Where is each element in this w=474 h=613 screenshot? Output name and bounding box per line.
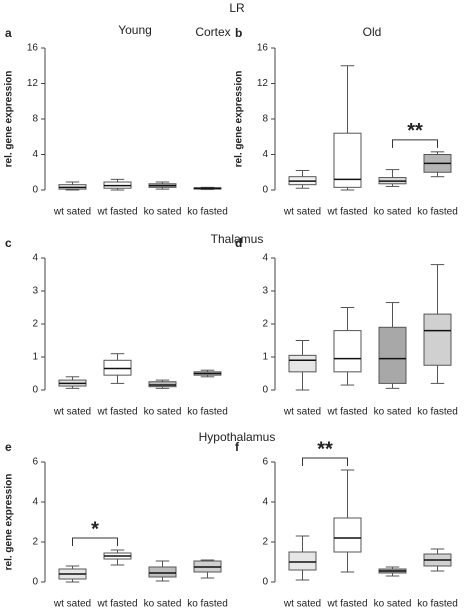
x-tick-label: wt sated: [53, 207, 91, 218]
box: [378, 326, 407, 384]
y-tick-label: 3: [262, 286, 268, 297]
y-tick-label: 0: [262, 577, 268, 588]
y-tick-label: 12: [27, 78, 39, 89]
x-tick-label: wt sated: [283, 599, 321, 608]
y-tick-label: 0: [32, 577, 38, 588]
y-tick-label: 0: [262, 385, 268, 396]
y-tick-label: 2: [262, 319, 268, 330]
x-tick-label: ko sated: [374, 407, 412, 418]
x-tick-label: ko sated: [144, 207, 182, 218]
box: [333, 132, 362, 188]
x-tick-label: wt fasted: [96, 599, 137, 608]
x-tick-label: wt fasted: [326, 207, 367, 218]
y-tick-label: 0: [262, 185, 268, 196]
x-tick-label: ko fasted: [417, 407, 458, 418]
x-tick-label: wt fasted: [96, 407, 137, 418]
row-label: Cortex: [195, 25, 230, 39]
y-tick-label: 1: [262, 352, 268, 363]
y-tick-label: 0: [32, 185, 38, 196]
y-tick-label: 6: [262, 457, 268, 468]
y-tick-label: 4: [262, 497, 268, 508]
x-tick-label: ko sated: [144, 599, 182, 608]
y-tick-label: 2: [32, 537, 38, 548]
panel-label: b: [235, 26, 242, 40]
x-tick-label: wt fasted: [326, 407, 367, 418]
y-tick-label: 2: [32, 319, 38, 330]
y-tick-label: 16: [27, 43, 39, 54]
significance-bracket: [392, 139, 438, 148]
significance-bracket: [72, 537, 118, 546]
row-label: Thalamus: [211, 232, 264, 246]
y-tick-label: 6: [32, 457, 38, 468]
x-tick-label: wt sated: [283, 207, 321, 218]
y-tick-label: 2: [262, 537, 268, 548]
y-axis-label: rel. gene expression: [4, 474, 15, 571]
significance-label: **: [317, 438, 333, 460]
x-tick-label: wt sated: [53, 407, 91, 418]
y-tick-label: 4: [32, 497, 38, 508]
y-tick-label: 4: [262, 253, 268, 264]
x-tick-label: ko sated: [144, 407, 182, 418]
y-tick-label: 4: [262, 149, 268, 160]
y-tick-label: 8: [262, 114, 268, 125]
y-tick-label: 4: [32, 149, 38, 160]
y-axis-label: rel. gene expression: [234, 71, 245, 168]
significance-bracket: [302, 457, 348, 466]
row-label: Hypothalamus: [199, 430, 276, 444]
box: [333, 330, 362, 373]
y-tick-label: 0: [32, 385, 38, 396]
y-tick-label: 3: [32, 286, 38, 297]
column-label: Young: [118, 23, 152, 37]
x-tick-label: ko fasted: [187, 599, 228, 608]
box: [148, 566, 177, 578]
significance-label: **: [407, 120, 423, 142]
x-tick-label: wt fasted: [326, 599, 367, 608]
y-tick-label: 1: [32, 352, 38, 363]
x-tick-label: ko sated: [374, 599, 412, 608]
box: [423, 313, 452, 366]
y-tick-label: 8: [32, 114, 38, 125]
x-tick-label: wt sated: [283, 407, 321, 418]
box: [288, 354, 317, 373]
x-tick-label: ko fasted: [417, 207, 458, 218]
y-tick-label: 12: [257, 78, 269, 89]
significance-label: *: [91, 518, 99, 540]
box: [288, 551, 317, 571]
figure-title: LR: [229, 1, 245, 15]
box: [148, 381, 177, 388]
panel-label: e: [5, 440, 12, 454]
x-tick-label: wt fasted: [96, 207, 137, 218]
x-tick-label: wt sated: [53, 599, 91, 608]
y-axis-label: rel. gene expression: [4, 71, 15, 168]
box: [103, 359, 132, 376]
panel-label: a: [5, 26, 12, 40]
box: [333, 517, 362, 553]
panel-label: f: [235, 440, 240, 454]
column-label: Old: [363, 25, 382, 39]
y-tick-label: 4: [32, 253, 38, 264]
panel-label: c: [5, 236, 12, 250]
x-tick-label: ko sated: [374, 207, 412, 218]
x-tick-label: ko fasted: [417, 599, 458, 608]
panel-label: d: [235, 236, 242, 250]
y-tick-label: 16: [257, 43, 269, 54]
x-tick-label: ko fasted: [187, 407, 228, 418]
x-tick-label: ko fasted: [187, 207, 228, 218]
